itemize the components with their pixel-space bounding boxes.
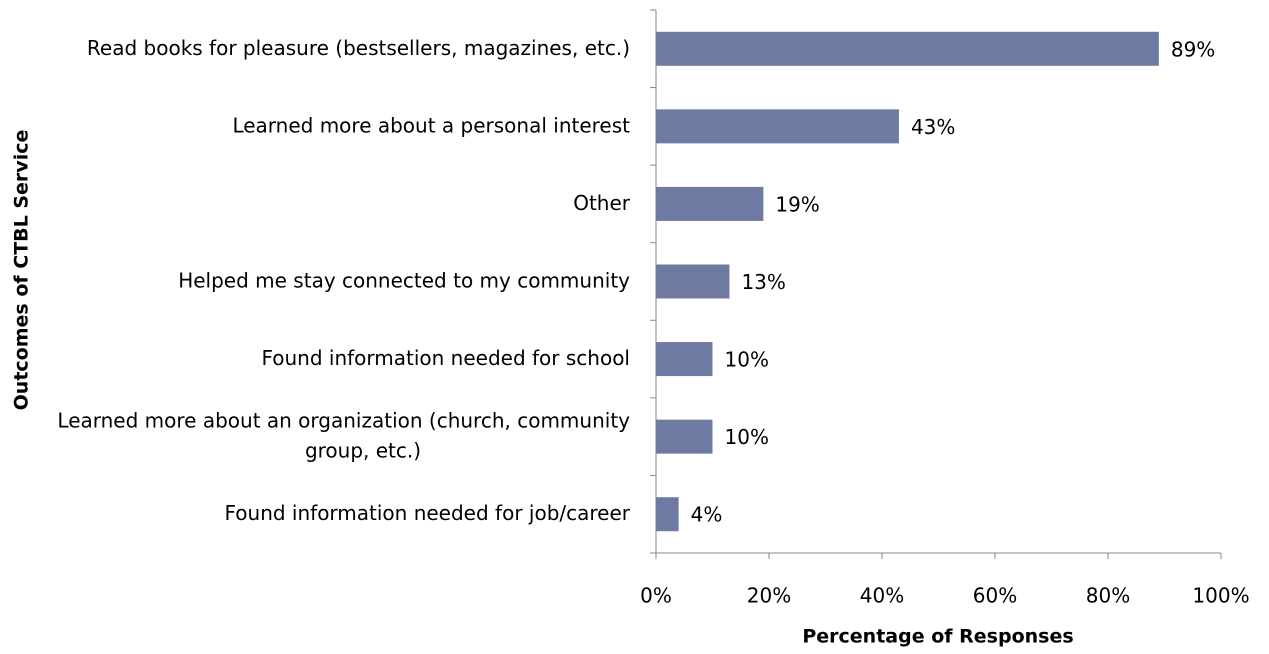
x-tick-label: 20% [747,584,791,608]
y-tick-label: Read books for pleasure (bestsellers, ma… [87,35,630,59]
data-label: 13% [741,270,785,294]
bar [656,497,679,532]
x-tick-label: 80% [1086,584,1130,608]
bar [656,109,899,144]
data-label: 19% [775,192,819,216]
x-tick-label: 100% [1192,584,1249,608]
data-label: 10% [725,425,769,449]
bar [656,186,764,221]
y-tick-label: Found information needed for school [261,346,630,370]
y-tick-label: Found information needed for job/career [224,501,630,525]
data-label: 43% [911,115,955,139]
x-axis-title: Percentage of Responses [802,626,1073,648]
bar [656,342,713,377]
y-tick-label: Helped me stay connected to my community [178,268,630,292]
y-tick-label: Other [573,190,631,214]
bar [656,31,1159,66]
data-label: 89% [1171,37,1215,61]
y-tick-label: Learned more about a personal interest [232,113,630,137]
bar [656,264,730,299]
y-axis-title: Outcomes of CTBL Service [11,130,33,411]
x-tick-label: 0% [640,584,672,608]
bar [656,419,713,454]
y-tick-label: Learned more about an organization (chur… [57,408,630,462]
data-label: 10% [725,348,769,372]
x-tick-label: 60% [973,584,1017,608]
data-label: 4% [691,503,723,527]
x-tick-label: 40% [860,584,904,608]
